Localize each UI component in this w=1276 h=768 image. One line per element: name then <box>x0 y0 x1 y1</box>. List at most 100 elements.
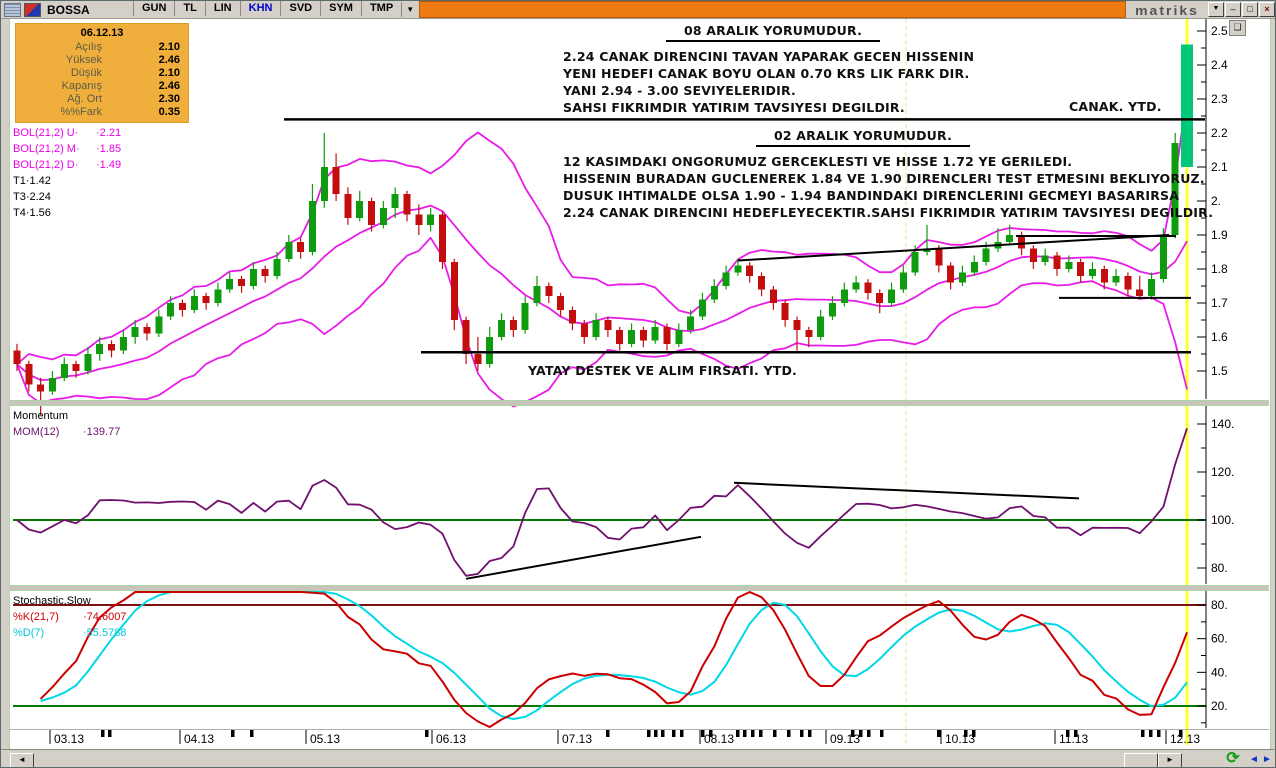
svg-text:04.13: 04.13 <box>184 732 214 746</box>
svg-text:80.: 80. <box>1211 598 1228 612</box>
svg-text:03.13: 03.13 <box>54 732 84 746</box>
svg-text:2.4: 2.4 <box>1211 58 1228 72</box>
bollinger-row: BOL(21,2) U· ·2.21 <box>13 127 122 139</box>
scroll-right-button[interactable]: ► <box>1158 753 1182 767</box>
momentum-title: Momentum <box>13 410 69 422</box>
svg-text:08.13: 08.13 <box>704 732 734 746</box>
bollinger-row: BOL(21,2) M· ·1.85 <box>13 143 122 155</box>
svg-text:1.5: 1.5 <box>1211 364 1228 378</box>
bollinger-labels: BOL(21,2) U· ·2.21 BOL(21,2) M· ·1.85 BOL(21… <box>13 125 122 221</box>
svg-text:09.13: 09.13 <box>830 732 860 746</box>
svg-text:120.: 120. <box>1211 465 1234 479</box>
titlebar: BOSSA GUN TL LIN KHN SVD SYM TMP ▼ matriks ▼ –… <box>1 1 1275 19</box>
quote-date: 06.12.13 <box>80 27 124 39</box>
note-line: SAHSI FIKRIMDIR YATIRIM TAVSIYESI DEGILD… <box>563 100 905 115</box>
svg-text:80.: 80. <box>1211 561 1228 575</box>
svg-text:2.1: 2.1 <box>1211 160 1228 174</box>
nav-left-icon[interactable]: ◄ <box>1249 754 1259 765</box>
stochastic-k-row: %K(21,7) ·74.6007 <box>13 611 127 623</box>
nav-right-icon[interactable]: ► <box>1262 754 1272 765</box>
axis-separator <box>9 729 1269 730</box>
toolbar-button-svd[interactable]: SVD <box>280 1 320 16</box>
orange-banner <box>419 1 1126 18</box>
refresh-icon[interactable]: ⟳ <box>1226 750 1240 767</box>
scrollbar-thumb[interactable] <box>1124 753 1158 767</box>
note-08-aralik: 08 ARALIK YORUMUDUR. 2.24 CANAK DIRENCIN… <box>563 23 983 116</box>
note-lines: 2.24 CANAK DIRENCINI TAVAN YAPARAK GECEN… <box>563 48 983 116</box>
svg-text:60.: 60. <box>1211 632 1228 646</box>
svg-text:07.13: 07.13 <box>562 732 592 746</box>
panel-separator[interactable] <box>9 585 1269 591</box>
note-title: 02 ARALIK YORUMUDUR. <box>563 128 1163 147</box>
matriks-logo: matriks <box>1135 1 1199 18</box>
svg-text:12.13: 12.13 <box>1170 732 1200 746</box>
toolbar-button-gun[interactable]: GUN <box>133 1 174 16</box>
canak-label: CANAK. YTD. <box>1069 99 1162 114</box>
restore-button[interactable]: □ <box>1242 2 1258 17</box>
note-line: HISSENIN BURADAN GUCLENEREK 1.84 VE 1.90… <box>563 171 1205 186</box>
toolbar-dropdown-button[interactable]: ▼ <box>401 2 418 17</box>
svg-text:2.5: 2.5 <box>1211 24 1228 38</box>
svg-text:2.: 2. <box>1211 194 1221 208</box>
svg-text:2.3: 2.3 <box>1211 92 1228 106</box>
svg-text:06.13: 06.13 <box>436 732 466 746</box>
quote-row: Yüksek 2.46 <box>65 54 180 66</box>
svg-text:1.8: 1.8 <box>1211 262 1228 276</box>
stochastic-title: Stochastic,Slow <box>13 595 91 607</box>
grid-window-icon[interactable] <box>4 2 21 17</box>
quote-box: 06.12.13 Açılış 2.10 Yüksek 2.46 Düşük 2.10 Ka… <box>15 23 189 123</box>
svg-text:140.: 140. <box>1211 417 1234 431</box>
stochastic-d-row: %D(7) ·55.5788 <box>13 627 127 639</box>
t-level-row: T1·1.42 <box>13 175 51 187</box>
t-level-row: T4·1.56 <box>13 207 51 219</box>
window-menu-button[interactable]: ▼ <box>1208 2 1224 17</box>
svg-text:2.2: 2.2 <box>1211 126 1228 140</box>
note-line: 2.24 CANAK DIRENCINI TAVAN YAPARAK GECEN… <box>563 49 975 64</box>
toolbar-button-lin[interactable]: LIN <box>204 1 240 16</box>
scroll-left-button[interactable]: ◄ <box>10 753 34 767</box>
note-line: YANI 2.94 - 3.00 SEVIYELERIDIR. <box>563 83 796 98</box>
panel-separator[interactable] <box>9 400 1269 406</box>
svg-text:100.: 100. <box>1211 513 1234 527</box>
svg-text:11.13: 11.13 <box>1059 732 1088 746</box>
quote-rows: Açılış 2.10 Yüksek 2.46 Düşük 2.10 Kapanış 2.46… <box>16 41 188 119</box>
toolbar-buttons: GUN TL LIN KHN SVD SYM TMP <box>133 1 401 18</box>
quote-row: Düşük 2.10 <box>70 67 180 79</box>
svg-text:05.13: 05.13 <box>310 732 340 746</box>
svg-text:10.13: 10.13 <box>945 732 975 746</box>
toolbar-button-sym[interactable]: SYM <box>320 1 361 16</box>
close-button[interactable]: × <box>1259 2 1275 17</box>
toolbar-button-tmp[interactable]: TMP <box>360 1 401 16</box>
stochastic-labels: Stochastic,Slow %K(21,7) ·74.6007 %D(7) … <box>13 593 127 641</box>
matriks-app-icon[interactable] <box>24 2 41 17</box>
momentum-labels: Momentum MOM(12) ·139.77 <box>13 408 121 440</box>
toolbar-button-tl[interactable]: TL <box>174 1 204 16</box>
momentum-value-row: MOM(12) ·139.77 <box>13 426 121 438</box>
note-line: 2.24 CANAK DIRENCINI HEDEFLEYECEKTIR.SAH… <box>563 205 1214 220</box>
minimize-button[interactable]: – <box>1225 2 1241 17</box>
quote-row: Açılış 2.10 <box>75 41 180 53</box>
symbol-label: BOSSA <box>47 2 90 17</box>
note-line: 12 KASIMDAKI ONGORUMUZ GERCEKLESTI VE HI… <box>563 154 1073 169</box>
note-02-aralik: 02 ARALIK YORUMUDUR. 12 KASIMDAKI ONGORU… <box>563 128 1214 221</box>
quote-row: %%Fark 0.35 <box>60 106 180 118</box>
note-line: YENI HEDEFI CANAK BOYU OLAN 0.70 KRS LIK… <box>563 66 970 81</box>
svg-text:40.: 40. <box>1211 665 1228 679</box>
svg-text:1.9: 1.9 <box>1211 228 1228 242</box>
quote-row: Kapanış 2.46 <box>61 80 180 92</box>
svg-text:20.: 20. <box>1211 699 1228 713</box>
svg-text:1.6: 1.6 <box>1211 330 1228 344</box>
bollinger-row: BOL(21,2) D· ·1.49 <box>13 159 122 171</box>
svg-text:1.7: 1.7 <box>1211 296 1228 310</box>
note-title: 08 ARALIK YORUMUDUR. <box>563 23 983 42</box>
t-level-row: T3·2.24 <box>13 191 51 203</box>
support-label: YATAY DESTEK VE ALIM FIRSATI. YTD. <box>528 363 797 378</box>
note-lines: 12 KASIMDAKI ONGORUMUZ GERCEKLESTI VE HI… <box>563 153 1214 221</box>
toolbar-button-khn[interactable]: KHN <box>239 1 281 16</box>
bottom-scrollbar: ◄ ► ⟳ ◄ ► <box>1 749 1275 767</box>
chart-restore-button[interactable]: ❑ <box>1229 20 1246 36</box>
note-line: DUSUK IHTIMALDE OLSA 1.90 - 1.94 BANDIND… <box>563 188 1180 203</box>
quote-row: Ağ. Ort 2.30 <box>67 93 180 105</box>
